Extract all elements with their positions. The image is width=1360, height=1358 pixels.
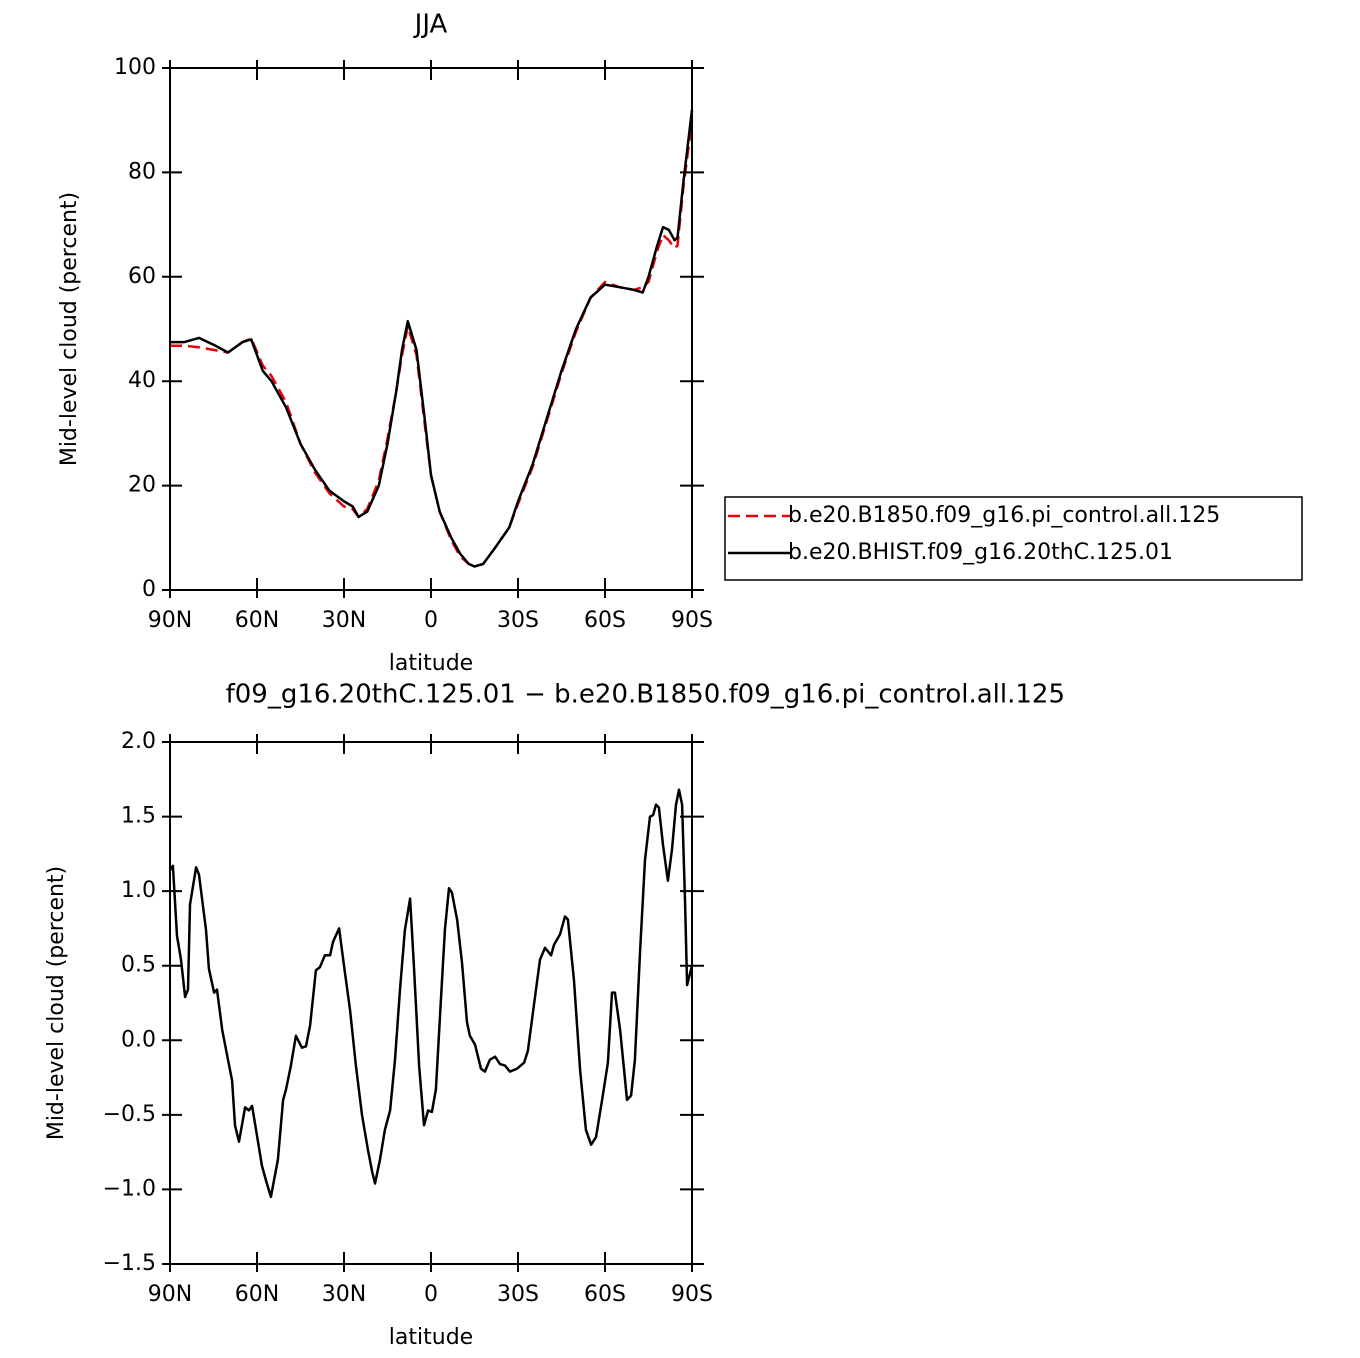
- x-tick-label: 0: [424, 1282, 438, 1307]
- y-tick-label: 1.0: [121, 878, 156, 903]
- x-tick-label: 90S: [671, 608, 713, 633]
- x-tick-label: 30N: [322, 608, 366, 633]
- y-tick-label: 0.5: [121, 953, 156, 978]
- data-line: [168, 788, 694, 1199]
- data-line: [170, 120, 694, 568]
- y-tick-label: −1.5: [103, 1251, 156, 1276]
- y-tick-label: −1.0: [103, 1176, 156, 1201]
- x-tick-label: 30N: [322, 1282, 366, 1307]
- y-tick-label: 60: [128, 264, 156, 289]
- y-axis-label: Mid-level cloud (percent): [44, 866, 69, 1140]
- y-tick-label: 40: [128, 368, 156, 393]
- x-tick-label: 0: [424, 608, 438, 633]
- y-tick-label: 0: [142, 577, 156, 602]
- x-axis-label: latitude: [389, 651, 473, 676]
- y-tick-label: 100: [114, 55, 156, 80]
- y-axis-label: Mid-level cloud (percent): [57, 192, 82, 466]
- x-tick-label: 60S: [584, 1282, 626, 1307]
- x-tick-label: 30S: [497, 608, 539, 633]
- x-tick-label: 90N: [148, 1282, 192, 1307]
- data-line: [170, 109, 694, 568]
- plot-frame: [169, 67, 693, 591]
- y-tick-label: 0.0: [121, 1027, 156, 1052]
- chart-title: f09_g16.20thC.125.01 − b.e20.B1850.f09_g…: [226, 680, 1065, 710]
- x-tick-label: 90S: [671, 1282, 713, 1307]
- plot-frame: [169, 741, 693, 1265]
- x-tick-label: 90N: [148, 608, 192, 633]
- chart-title: JJA: [413, 10, 448, 40]
- legend-box: [724, 496, 1303, 581]
- x-tick-label: 60N: [235, 608, 279, 633]
- y-tick-label: 2.0: [121, 729, 156, 754]
- x-tick-label: 60S: [584, 608, 626, 633]
- legend-label: b.e20.B1850.f09_g16.pi_control.all.125: [788, 503, 1220, 528]
- y-tick-label: 80: [128, 159, 156, 184]
- x-tick-label: 30S: [497, 1282, 539, 1307]
- legend-label: b.e20.BHIST.f09_g16.20thC.125.01: [788, 540, 1173, 565]
- y-tick-label: 20: [128, 473, 156, 498]
- x-axis-label: latitude: [389, 1325, 473, 1350]
- x-tick-label: 60N: [235, 1282, 279, 1307]
- y-tick-label: 1.5: [121, 804, 156, 829]
- y-tick-label: −0.5: [103, 1102, 156, 1127]
